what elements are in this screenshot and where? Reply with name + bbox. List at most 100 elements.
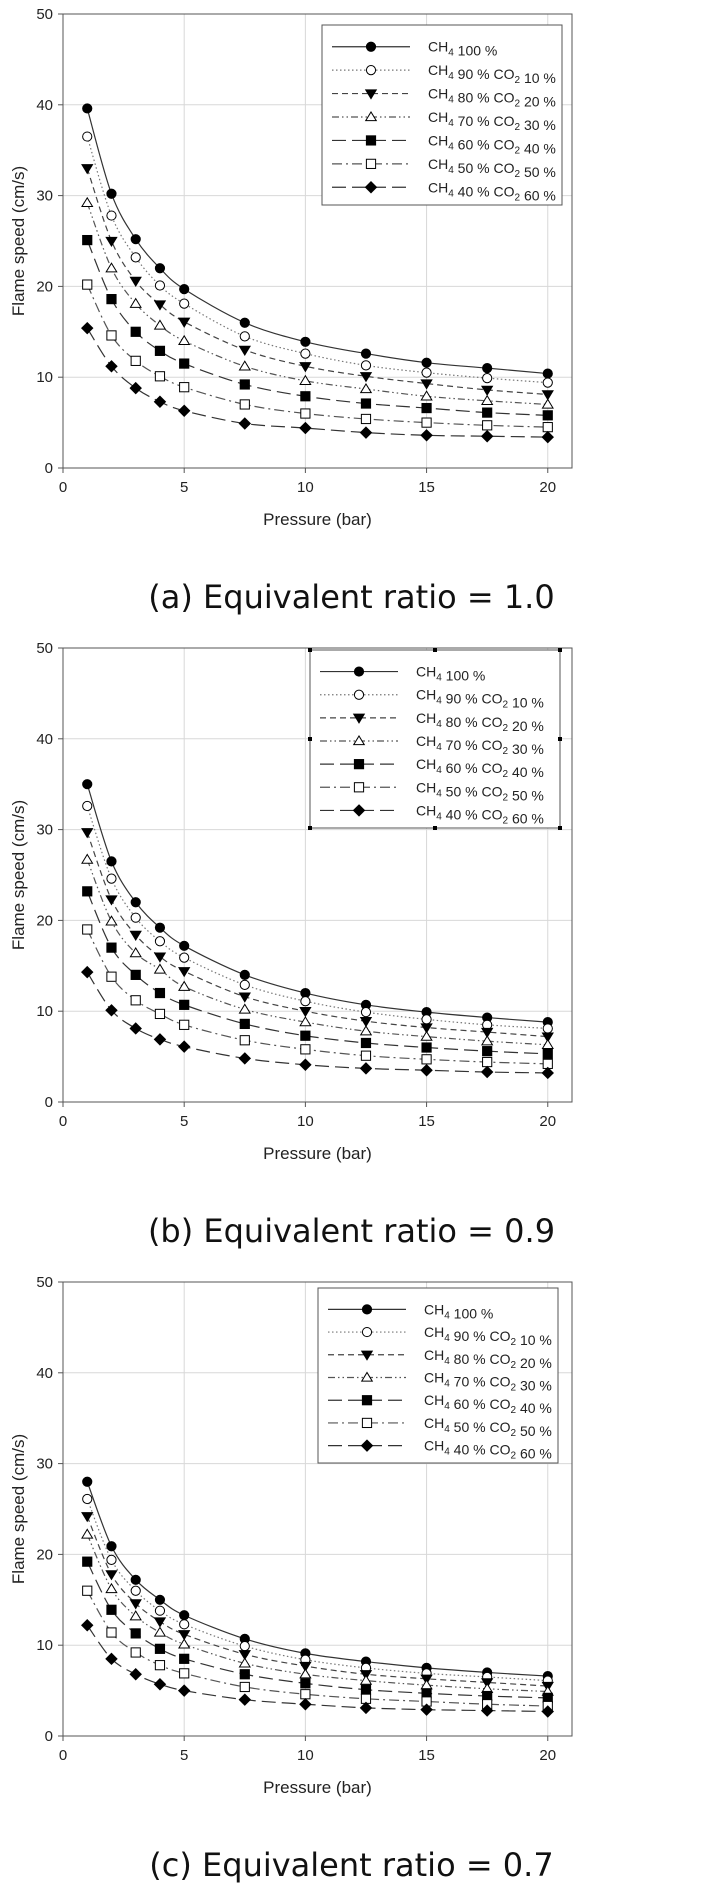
data-point bbox=[105, 895, 118, 906]
y-tick-label: 40 bbox=[36, 731, 53, 748]
data-point bbox=[82, 131, 93, 142]
plot-frame bbox=[62, 1281, 573, 1737]
axes: 0 5 10 15 20 0 10 20 30 40 50 Pressure (bar) Flame s… bbox=[9, 640, 556, 1163]
legend-label: CH4 60 % CO2 40 % bbox=[428, 132, 556, 156]
data-point bbox=[300, 408, 311, 419]
data-point bbox=[238, 1052, 252, 1065]
data-point bbox=[542, 1023, 553, 1034]
axes: 0 5 10 15 20 0 10 20 30 40 50 Pressure (bar) Flame s… bbox=[9, 1274, 556, 1797]
data-point bbox=[106, 294, 117, 305]
legend-label: CH4 90 % CO2 10 % bbox=[424, 1324, 552, 1348]
data-point bbox=[359, 382, 373, 394]
data-point bbox=[482, 373, 493, 384]
data-point bbox=[299, 374, 312, 386]
x-axis-label: Pressure (bar) bbox=[263, 1778, 372, 1797]
data-point bbox=[106, 971, 117, 982]
legend-label: CH4 50 % CO2 50 % bbox=[424, 1415, 552, 1439]
data-point bbox=[238, 360, 251, 371]
legend-label: CH4 80 % CO2 20 % bbox=[424, 1347, 552, 1371]
data-point bbox=[130, 912, 141, 923]
data-point bbox=[177, 1040, 191, 1053]
data-point bbox=[480, 385, 494, 396]
data-point bbox=[179, 1019, 190, 1030]
data-point bbox=[421, 367, 432, 378]
data-point bbox=[179, 952, 190, 963]
data-point bbox=[541, 1032, 554, 1043]
data-point bbox=[482, 1056, 493, 1068]
chart-svg-b: 0 5 10 15 20 0 10 20 30 40 50 Pressure (bar) Flame s… bbox=[9, 640, 573, 1163]
y-tick-label: 0 bbox=[45, 460, 53, 477]
legend-box bbox=[317, 1287, 559, 1464]
x-tick-label: 10 bbox=[297, 1747, 314, 1764]
data-point bbox=[154, 280, 166, 291]
series-line bbox=[86, 284, 548, 428]
plot-frame bbox=[62, 647, 573, 1103]
data-point bbox=[105, 1582, 118, 1594]
data-point bbox=[359, 1674, 373, 1685]
legend-label: CH4 80 % CO2 20 % bbox=[416, 710, 544, 734]
data-point bbox=[542, 410, 553, 421]
data-point bbox=[105, 262, 118, 273]
data-point bbox=[480, 1027, 494, 1039]
data-point bbox=[82, 103, 93, 114]
data-point bbox=[299, 1668, 312, 1679]
data-point bbox=[360, 413, 372, 425]
data-point bbox=[542, 1048, 553, 1059]
data-point bbox=[130, 995, 141, 1006]
y-tick-label: 0 bbox=[45, 1728, 53, 1745]
y-tick-label: 30 bbox=[36, 188, 53, 205]
legend-marker bbox=[364, 181, 378, 194]
data-point bbox=[238, 1693, 252, 1706]
series-7 bbox=[81, 321, 554, 444]
data-point bbox=[421, 1054, 432, 1065]
y-tick-label: 40 bbox=[36, 1365, 53, 1382]
data-point bbox=[179, 284, 190, 295]
data-point bbox=[360, 1037, 372, 1049]
y-tick-label: 20 bbox=[36, 1546, 53, 1563]
x-tick-label: 20 bbox=[539, 479, 556, 496]
data-point bbox=[300, 1030, 311, 1041]
data-point bbox=[130, 326, 141, 337]
legend-label: CH4 70 % CO2 30 % bbox=[428, 109, 556, 133]
data-point bbox=[153, 395, 167, 408]
data-point bbox=[129, 930, 142, 941]
data-point bbox=[359, 1025, 373, 1036]
data-point bbox=[238, 1650, 251, 1661]
data-point bbox=[239, 1669, 250, 1680]
data-point bbox=[420, 390, 433, 401]
data-point bbox=[179, 382, 190, 393]
data-point bbox=[238, 1003, 251, 1014]
data-point bbox=[81, 1528, 94, 1539]
data-point bbox=[129, 1610, 142, 1621]
legend-label: CH4 60 % CO2 40 % bbox=[424, 1392, 552, 1416]
data-point bbox=[238, 992, 251, 1003]
data-point bbox=[360, 360, 372, 371]
data-point bbox=[541, 1705, 554, 1718]
y-tick-label: 10 bbox=[36, 369, 53, 386]
data-point bbox=[299, 1007, 312, 1018]
data-point bbox=[82, 1556, 93, 1567]
legend-marker bbox=[360, 1439, 374, 1452]
data-point bbox=[153, 319, 167, 330]
series-6 bbox=[82, 924, 553, 1069]
data-point bbox=[130, 897, 141, 908]
series-3 bbox=[81, 828, 554, 1043]
data-point bbox=[238, 345, 251, 356]
data-point bbox=[81, 196, 94, 208]
legend-selection-handle bbox=[558, 648, 562, 652]
data-point bbox=[178, 980, 191, 991]
data-point bbox=[82, 234, 93, 246]
axes: 0 5 10 15 20 0 10 20 30 40 50 Pressure (bar) Flame s… bbox=[9, 6, 556, 529]
data-point bbox=[105, 915, 118, 926]
data-point bbox=[82, 279, 93, 290]
data-point bbox=[130, 1628, 141, 1639]
data-point bbox=[541, 390, 554, 401]
data-point bbox=[299, 362, 312, 373]
legend-marker bbox=[361, 1304, 373, 1315]
data-point bbox=[421, 1042, 432, 1053]
chart-svg-c: 0 5 10 15 20 0 10 20 30 40 50 Pressure (bar) Flame s… bbox=[9, 1274, 573, 1797]
series-7 bbox=[81, 965, 554, 1080]
data-point bbox=[360, 1684, 372, 1695]
data-point bbox=[81, 965, 94, 979]
legend-box bbox=[321, 24, 563, 206]
